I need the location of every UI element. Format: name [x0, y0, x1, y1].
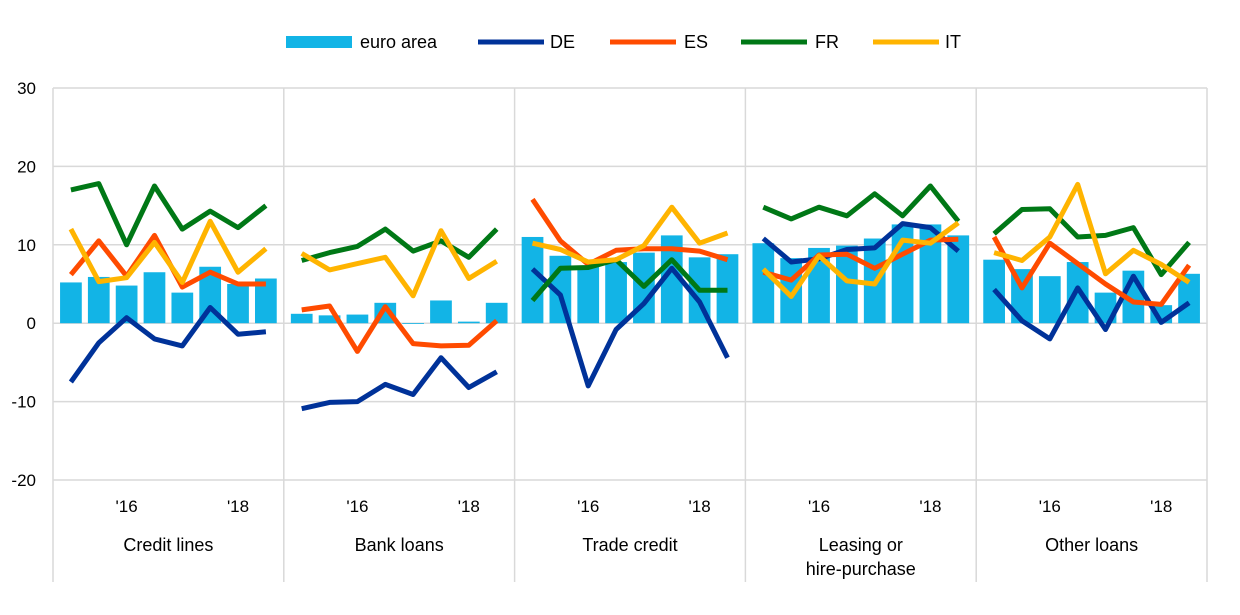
bar-euro-area — [485, 302, 508, 324]
bar-euro-area — [430, 300, 452, 324]
line-de — [992, 273, 1191, 342]
line-es — [301, 303, 499, 354]
line-de — [761, 221, 960, 265]
x-tick-label: '18 — [919, 497, 941, 516]
line-de — [530, 265, 730, 389]
line-it — [531, 204, 729, 265]
bar-euro-area — [947, 235, 970, 324]
bar-euro-area — [402, 323, 424, 324]
y-tick-label: 30 — [17, 79, 36, 98]
line-fr — [70, 181, 268, 248]
line-it — [761, 220, 960, 299]
bar-euro-area — [605, 262, 627, 324]
y-tick-label: 10 — [17, 236, 36, 255]
panel-label: Leasing or — [819, 535, 903, 555]
bar-euro-area — [227, 284, 249, 324]
bar-euro-area — [457, 321, 480, 324]
line-it — [300, 228, 499, 299]
bar-euro-area — [143, 272, 166, 324]
bar-euro-area — [171, 292, 194, 324]
bar-euro-area — [346, 314, 369, 324]
gridlines — [53, 87, 1207, 481]
bar-euro-area — [521, 236, 544, 324]
bar-euro-area — [115, 285, 138, 324]
legend: euro area DE ES FR IT — [286, 32, 961, 52]
x-tick-label: '18 — [227, 497, 249, 516]
y-tick-label: 0 — [27, 314, 36, 333]
panel-dividers — [52, 88, 1208, 582]
x-tick-label: '18 — [1150, 497, 1172, 516]
bar-euro-area — [919, 224, 942, 324]
legend-label: FR — [815, 32, 839, 52]
bar-euro-area — [1038, 276, 1061, 324]
legend-label: IT — [945, 32, 961, 52]
panel-label: Trade credit — [582, 535, 677, 555]
y-tick-label: -10 — [11, 393, 36, 412]
line-de — [301, 355, 498, 412]
line-de — [68, 305, 267, 384]
bar-euro-area — [290, 313, 313, 324]
bar-euro-area — [199, 266, 222, 324]
line-it — [993, 181, 1191, 285]
legend-label: DE — [550, 32, 575, 52]
legend-label: euro area — [360, 32, 438, 52]
x-tick-label: '18 — [689, 497, 711, 516]
x-tick-label: '16 — [346, 497, 368, 516]
country-lines — [68, 181, 1192, 412]
x-tick-label: '16 — [577, 497, 599, 516]
x-axis-labels: '16 '18 Credit lines '16 '18 Bank loans '16 '18… — [116, 497, 1173, 579]
line-fr — [762, 183, 961, 223]
x-tick-label: '18 — [458, 497, 480, 516]
bar-euro-area — [255, 278, 277, 324]
y-axis: 30 20 10 0 -10 -20 — [11, 79, 36, 490]
x-tick-label: '16 — [116, 497, 138, 516]
panel-label: hire-purchase — [806, 559, 916, 579]
legend-swatch-euro-area — [286, 36, 352, 48]
line-es — [991, 235, 1192, 307]
bar-euro-area — [60, 282, 82, 324]
bar-euro-area — [87, 276, 110, 324]
line-fr — [530, 257, 728, 303]
line-it — [68, 218, 268, 285]
legend-label: ES — [684, 32, 708, 52]
bar-euro-area — [836, 245, 858, 324]
x-tick-label: '16 — [808, 497, 830, 516]
panel-label: Other loans — [1045, 535, 1138, 555]
bar-euro-area — [318, 315, 341, 324]
panel-label: Credit lines — [123, 535, 213, 555]
y-tick-label: 20 — [17, 157, 36, 176]
bar-euro-area — [1178, 273, 1200, 324]
bar-euro-area — [660, 235, 683, 324]
line-fr — [301, 226, 499, 263]
line-es — [530, 197, 729, 267]
y-tick-label: -20 — [11, 471, 36, 490]
panel-label: Bank loans — [355, 535, 444, 555]
bar-euro-area — [577, 265, 600, 324]
bar-euro-area — [752, 243, 775, 324]
x-tick-label: '16 — [1039, 497, 1061, 516]
